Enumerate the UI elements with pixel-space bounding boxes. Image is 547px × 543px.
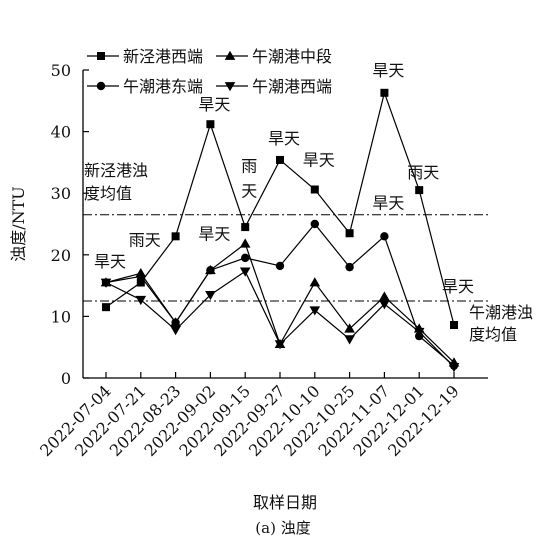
- data-point: [310, 219, 319, 229]
- data-point: [170, 326, 181, 336]
- weather-annotation: 天: [241, 181, 257, 200]
- legend-marker: [224, 50, 236, 60]
- legend-label: 午潮港中段: [252, 47, 332, 66]
- data-point: [345, 229, 354, 238]
- legend-marker: [96, 81, 106, 91]
- y-tick-label: 50: [51, 61, 71, 80]
- legend-label: 午潮港东端: [123, 77, 203, 96]
- data-point: [380, 232, 389, 241]
- data-point: [239, 238, 251, 248]
- y-axis-title: 浊度/NTU: [9, 186, 28, 262]
- weather-annotation: 旱天: [198, 224, 230, 243]
- data-point: [344, 335, 355, 345]
- data-point: [206, 266, 215, 275]
- data-point: [309, 277, 321, 287]
- reference-line-label: 度均值: [84, 184, 132, 203]
- data-point: [239, 267, 251, 277]
- legend-label: 午潮港西端: [252, 77, 332, 96]
- reference-line-label: 度均值: [469, 325, 517, 344]
- y-tick-label: 20: [51, 246, 71, 265]
- reference-line-label: 新泾港浊: [84, 161, 148, 180]
- y-tick-label: 10: [51, 307, 71, 326]
- weather-annotation: 旱天: [372, 194, 404, 213]
- data-point: [241, 253, 250, 263]
- x-ticks: 2022-07-042022-07-212022-08-232022-09-02…: [36, 372, 463, 460]
- data-point: [136, 278, 145, 287]
- data-point: [135, 295, 147, 306]
- data-point: [448, 363, 460, 373]
- weather-annotation: 雨天: [407, 163, 439, 182]
- axes: [82, 70, 488, 379]
- data-point: [450, 321, 458, 330]
- weather-annotation: 旱天: [442, 277, 474, 296]
- weather-annotation: 旱天: [198, 95, 230, 114]
- y-ticks: 0 10 20 30 40 50: [51, 61, 89, 388]
- weather-annotation: 旱天: [372, 61, 404, 80]
- weather-annotation: 雨天: [129, 231, 161, 250]
- x-axis-title: 取样日期: [253, 493, 317, 512]
- reference-lines: [83, 214, 488, 302]
- figure-caption: (a) 浊度: [255, 519, 310, 537]
- y-tick-label: 0: [61, 369, 71, 388]
- y-tick-label: 40: [51, 123, 71, 142]
- data-point: [205, 290, 216, 301]
- data-point: [171, 318, 180, 327]
- reference-line-label: 午潮港浊: [469, 303, 533, 322]
- weather-annotation: 旱天: [268, 129, 300, 148]
- data-point: [309, 306, 321, 316]
- data-point: [100, 278, 112, 288]
- data-point: [310, 185, 319, 194]
- data-point: [345, 262, 354, 272]
- data-point: [275, 261, 285, 271]
- data-point: [413, 327, 425, 338]
- data-point: [136, 272, 145, 281]
- data-point: [379, 291, 390, 301]
- data-point: [380, 88, 389, 97]
- legend-marker: [97, 52, 105, 60]
- weather-annotation: 旱天: [303, 150, 335, 169]
- data-point: [276, 155, 284, 164]
- data-point: [274, 340, 286, 350]
- series-markers: [100, 88, 460, 373]
- data-point: [241, 223, 250, 232]
- data-point: [102, 303, 110, 312]
- legend-marker: [224, 82, 236, 92]
- data-point: [344, 323, 355, 333]
- legend-label: 新泾港西端: [123, 47, 203, 66]
- y-tick-label: 30: [51, 184, 71, 203]
- data-point: [171, 232, 180, 241]
- weather-annotation: 旱天: [94, 252, 126, 271]
- data-point: [379, 300, 390, 310]
- data-point: [206, 120, 215, 129]
- data-point: [415, 186, 424, 195]
- weather-annotation: 雨: [241, 157, 257, 176]
